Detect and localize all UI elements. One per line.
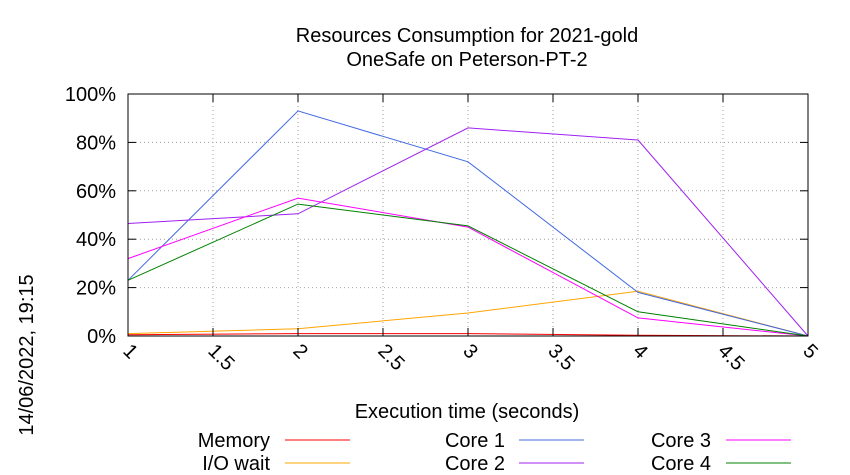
- x-tick-label: 4: [628, 340, 651, 363]
- x-tick-label: 1: [118, 340, 141, 363]
- legend-label: I/O wait: [202, 453, 270, 475]
- series-line-core-2: [127, 127, 809, 337]
- x-tick-label: 5: [798, 340, 821, 363]
- y-tick-label: 60%: [76, 181, 116, 203]
- legend-label: Core 1: [445, 430, 505, 452]
- y-axis-ticks: 0% 20% 40% 60% 80% 100%: [65, 84, 808, 348]
- legend-label: Core 3: [651, 430, 711, 452]
- y-tick-label: 100%: [65, 84, 116, 106]
- legend-label: Core 2: [445, 453, 505, 475]
- legend-label: Core 4: [651, 453, 711, 475]
- y-tick-label: 40%: [76, 229, 116, 251]
- y-tick-label: 80%: [76, 132, 116, 154]
- series-line-i-o-wait: [127, 290, 809, 337]
- x-axis-label: Execution time (seconds): [355, 401, 580, 423]
- legend-label: Memory: [198, 430, 270, 452]
- x-tick-label: 2.5: [373, 340, 408, 375]
- x-axis-ticks: 1 1.5 2 2.5 3 3.5 4 4.5 5: [118, 94, 822, 375]
- timestamp-label: 14/06/2022, 19:15: [16, 274, 38, 435]
- chart-subtitle: OneSafe on Peterson-PT-2: [346, 49, 587, 71]
- y-tick-label: 0%: [87, 326, 116, 348]
- chart-title: Resources Consumption for 2021-gold: [296, 25, 638, 47]
- grid-lines: [127, 93, 809, 337]
- y-tick-label: 20%: [76, 278, 116, 300]
- series-line-core-4: [127, 203, 809, 337]
- x-tick-label: 4.5: [713, 340, 748, 375]
- x-tick-label: 3: [458, 340, 481, 363]
- series-line-core-3: [127, 197, 809, 337]
- x-tick-label: 2: [288, 340, 311, 363]
- x-tick-label: 3.5: [543, 340, 578, 375]
- series-line-core-1: [127, 110, 809, 337]
- x-tick-label: 1.5: [203, 340, 238, 375]
